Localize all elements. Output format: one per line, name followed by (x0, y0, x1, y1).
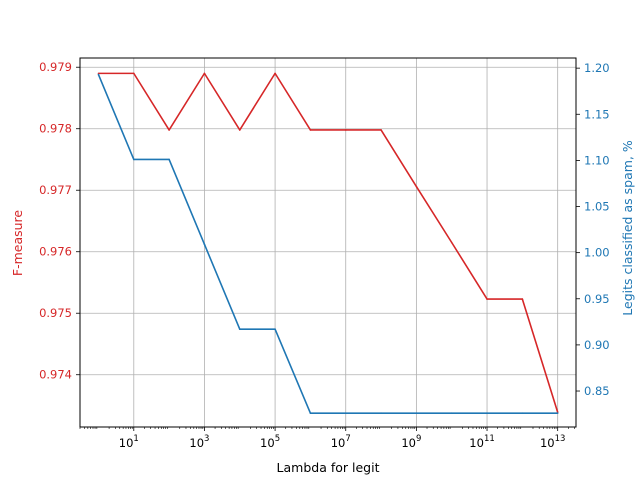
y-right-tick-label: 1.15 (584, 107, 610, 121)
data-point-right (556, 412, 559, 414)
data-point-right (415, 412, 418, 414)
y-right-tick-label: 0.90 (584, 338, 610, 352)
y-axis-left-label: F-measure (10, 210, 25, 277)
data-point-right (274, 328, 276, 331)
series-layer (97, 72, 559, 414)
data-point-right (450, 412, 453, 414)
y-right-tick-label: 0.85 (584, 384, 610, 398)
y-right-tick-label: 0.95 (584, 292, 610, 306)
series-line-right (97, 74, 558, 414)
data-point-right (168, 158, 170, 161)
data-point-right (380, 412, 382, 414)
x-tick-label: 1011 (469, 434, 494, 450)
data-point-left (238, 129, 241, 131)
x-axis-label: Lambda for legit (277, 460, 380, 475)
data-point-left (97, 72, 100, 75)
data-point-right (203, 243, 206, 246)
y-left-tick-label: 0.978 (39, 122, 72, 136)
series-line-left (98, 72, 559, 413)
data-point-left (344, 129, 347, 131)
data-point-right (309, 412, 312, 414)
x-tick-label: 101 (119, 434, 139, 450)
y-right-tick-label: 1.05 (584, 200, 610, 214)
plot-area-frame (79, 57, 577, 428)
data-point-right (97, 73, 100, 76)
y-axis-left: 0.974 0.975 0.976 0.977 0.978 0.979 (39, 60, 80, 382)
y-left-tick-label: 0.979 (39, 60, 72, 74)
y-left-tick-label: 0.974 (39, 368, 72, 382)
data-point-right (486, 412, 488, 414)
data-point-left (309, 129, 312, 131)
data-point-left (521, 298, 524, 300)
data-point-left (380, 129, 382, 131)
y-axis-right: 0.85 0.90 0.95 1.00 1.05 1.10 1.15 1.20 (576, 61, 610, 398)
x-tick-label: 109 (401, 434, 421, 450)
y-right-tick-label: 1.20 (584, 61, 610, 75)
y-left-tick-label: 0.977 (39, 183, 72, 197)
y-axis-right-label: Legits classified as spam, % (620, 140, 635, 316)
x-tick-label: 1013 (540, 434, 565, 450)
data-point-left (203, 72, 206, 75)
grid (80, 58, 576, 427)
data-point-left (415, 185, 418, 188)
data-point-left (132, 72, 135, 75)
data-point-right (132, 158, 135, 161)
data-point-left (450, 241, 453, 244)
y-left-tick-label: 0.976 (39, 245, 72, 259)
y-right-tick-label: 1.10 (584, 153, 610, 167)
data-point-right (344, 412, 347, 414)
x-tick-label: 103 (189, 434, 209, 450)
data-point-right (238, 328, 241, 331)
data-point-left (274, 72, 276, 75)
y-left-tick-label: 0.975 (39, 306, 72, 320)
x-axis: 101 103 105 107 109 1011 1013 (79, 427, 575, 450)
x-tick-label: 107 (331, 434, 351, 450)
y-right-tick-label: 1.00 (584, 246, 610, 260)
data-point-right (521, 412, 524, 414)
data-point-left (168, 129, 170, 131)
x-tick-label: 105 (260, 434, 280, 450)
data-point-left (486, 298, 488, 300)
